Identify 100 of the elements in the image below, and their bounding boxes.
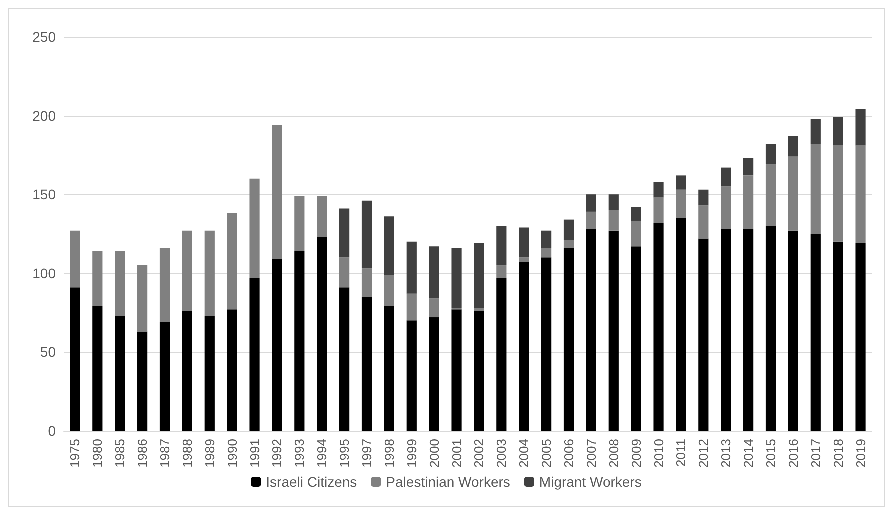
bar	[631, 221, 642, 247]
bar	[766, 226, 776, 431]
bar	[160, 322, 170, 431]
bar	[429, 298, 440, 318]
bar	[542, 230, 552, 248]
x-tick-label: 1990	[224, 439, 240, 468]
x-tick-label: 2017	[808, 439, 824, 468]
x-tick-label: 1998	[382, 439, 397, 468]
bar	[698, 206, 709, 239]
bar	[406, 320, 417, 431]
bar	[496, 266, 507, 278]
bar	[788, 136, 798, 157]
bar	[766, 164, 776, 226]
bar	[676, 218, 686, 431]
bar	[608, 194, 619, 210]
x-tick-label: 1988	[180, 439, 195, 468]
bar	[766, 144, 776, 165]
bar	[340, 208, 350, 258]
bar	[115, 251, 126, 316]
bar	[250, 278, 260, 431]
bar	[586, 194, 596, 212]
bar	[698, 238, 709, 431]
y-tick-label: 200	[32, 108, 56, 124]
bar	[70, 230, 80, 288]
x-tick-label: 2012	[696, 439, 712, 468]
bar	[204, 230, 215, 316]
bar	[519, 262, 530, 431]
bar	[833, 146, 844, 242]
bar	[182, 230, 192, 312]
bar	[384, 274, 394, 306]
bar	[856, 146, 866, 244]
x-tick-label: 1980	[90, 439, 106, 468]
bar	[272, 259, 282, 431]
bar	[362, 297, 372, 431]
bar	[294, 251, 305, 431]
bar	[519, 258, 530, 262]
bar	[474, 243, 484, 308]
bar	[227, 310, 238, 431]
bar	[406, 242, 417, 294]
bar	[519, 228, 530, 258]
bar	[384, 306, 394, 431]
x-tick-label: 1991	[247, 439, 262, 468]
x-tick-label: 2018	[830, 439, 846, 468]
x-tick-label: 1987	[158, 439, 172, 468]
x-tick-label: 2010	[651, 439, 666, 468]
x-tick-label: 2001	[449, 439, 464, 468]
bar	[92, 306, 103, 431]
bar	[340, 288, 350, 431]
bar	[160, 248, 170, 322]
y-tick-label: 250	[32, 29, 56, 45]
bar	[744, 158, 754, 176]
x-tick-label: 2004	[516, 439, 532, 468]
x-tick-label: 2008	[606, 439, 622, 468]
x-tick-label: 1995	[337, 439, 352, 468]
bar	[496, 226, 507, 266]
legend-label: Palestinian Workers	[386, 474, 510, 490]
x-tick-label: 2005	[539, 439, 554, 468]
bar	[542, 248, 552, 258]
y-tick-label: 150	[32, 186, 56, 203]
bar	[721, 229, 732, 431]
x-tick-label: 1994	[314, 439, 330, 468]
bar	[564, 248, 574, 431]
x-tick-label: 2000	[426, 439, 442, 468]
bar	[833, 242, 844, 431]
x-tick-label: 2003	[494, 439, 510, 468]
bar	[362, 200, 372, 269]
bar	[340, 258, 350, 288]
bar	[721, 186, 732, 230]
x-tick-label: 1993	[292, 439, 308, 468]
x-tick-label: 1992	[270, 439, 285, 468]
bar	[721, 168, 732, 187]
x-tick-label: 2019	[853, 439, 868, 468]
bar	[631, 246, 642, 431]
bar	[676, 176, 686, 190]
x-tick-label: 1997	[360, 439, 374, 468]
bar	[631, 207, 642, 222]
bar	[406, 294, 417, 321]
bar	[744, 229, 754, 431]
bar	[317, 196, 328, 238]
bar	[496, 278, 507, 431]
bar	[788, 156, 798, 231]
bar	[138, 266, 148, 332]
x-tick-label: 2013	[718, 439, 734, 468]
bar	[227, 214, 238, 310]
bar	[833, 117, 844, 146]
bar	[810, 234, 821, 431]
bar	[608, 230, 619, 431]
y-tick-label: 0	[48, 423, 56, 439]
x-tick-label: 1985	[112, 439, 128, 468]
x-tick-label: 2009	[628, 439, 644, 468]
bar	[294, 196, 305, 252]
bar	[698, 190, 709, 206]
bar	[272, 125, 282, 260]
y-tick-label: 100	[32, 265, 56, 282]
y-tick-label: 50	[40, 344, 56, 360]
bar	[542, 258, 552, 431]
bar	[564, 240, 574, 248]
bar	[856, 243, 866, 431]
bar	[182, 311, 192, 431]
bar	[429, 246, 440, 299]
